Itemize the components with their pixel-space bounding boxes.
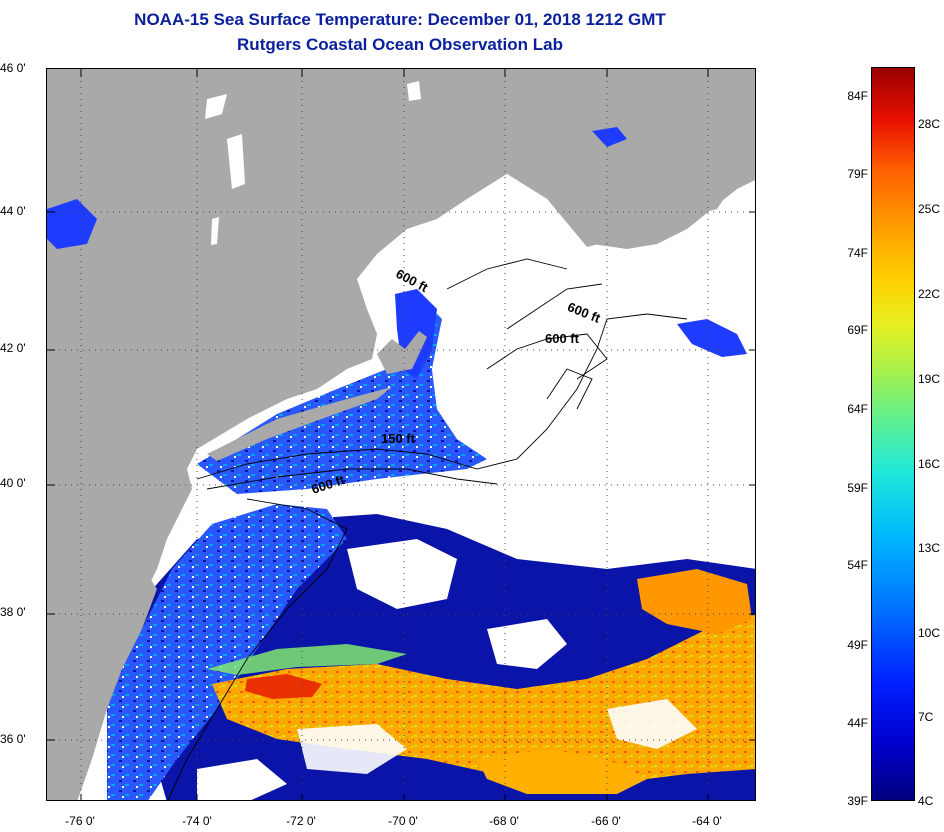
cloud-patch-2: [487, 619, 567, 669]
colorbar-label-13c: 13C: [918, 541, 941, 555]
ocean-mid-atlantic-water: [107, 504, 347, 800]
contour-label-150ft: 150 ft: [381, 431, 415, 446]
land-nova-scotia: [592, 140, 755, 249]
colorbar-label-59f: 59F: [847, 481, 868, 495]
sst-map: 600 ft 600 ft 600 ft 150 ft 600 ft: [46, 68, 756, 801]
sst-patch-bay-of-fundy: [592, 127, 627, 147]
colorbar-label-39f: 39F: [847, 794, 868, 808]
colorbar-label-64f: 64F: [847, 402, 868, 416]
colorbar-label-28c: 28C: [918, 117, 941, 131]
lake-1: [205, 94, 227, 119]
lake-2: [227, 134, 245, 189]
lon-label-64: -64 0': [692, 814, 722, 828]
land-cape-breton: [707, 110, 755, 149]
colorbar-label-79f: 79F: [847, 167, 868, 181]
axis-ticks: [47, 69, 755, 800]
lon-label-66: -66 0': [591, 814, 621, 828]
colorbar-label-10c: 10C: [918, 626, 941, 640]
lake-3: [211, 217, 219, 245]
cloud-patch-1: [347, 539, 457, 609]
cloud-patch-5: [197, 759, 287, 800]
land-cape-cod: [377, 331, 427, 374]
lat-label-42: 42 0': [0, 341, 26, 355]
contour-label-600ft-georges: 600 ft: [545, 331, 579, 346]
lon-label-76: -76 0': [65, 814, 95, 828]
lat-label-36: 36 0': [0, 732, 26, 746]
lat-label-40: 40 0': [0, 476, 26, 490]
colorbar-label-69f: 69F: [847, 323, 868, 337]
colorbar-label-22c: 22C: [918, 287, 941, 301]
map-title: NOAA-15 Sea Surface Temperature: Decembe…: [134, 10, 666, 29]
gulf-stream-hot-patch: [245, 674, 322, 699]
colorbar-label-25c: 25C: [918, 202, 941, 216]
warm-eddy-east: [637, 569, 752, 634]
graticule: [47, 69, 755, 800]
map-subtitle: Rutgers Coastal Ocean Observation Lab: [237, 35, 563, 54]
colorbar-label-4c: 4C: [918, 794, 934, 808]
warm-eddy-south: [477, 749, 647, 794]
cloud-patch-4: [607, 699, 697, 749]
colorbar-label-19c: 19C: [918, 372, 941, 386]
land-long-island: [207, 387, 392, 461]
cloud-patch-3: [297, 724, 407, 774]
colorbar-label-16c: 16C: [918, 457, 941, 471]
sst-patch-georges: [677, 319, 747, 357]
lon-label-74: -74 0': [182, 814, 212, 828]
land-delmarva: [47, 539, 157, 800]
bathymetry-contours: [167, 258, 688, 800]
green-filament: [207, 644, 407, 675]
lon-label-68: -68 0': [489, 814, 519, 828]
lat-label-46: 46 0': [0, 61, 26, 75]
temperature-colorbar: [871, 67, 915, 801]
colorbar-label-74f: 74F: [847, 246, 868, 260]
gulf-of-maine-cloud: [407, 174, 755, 559]
land-northeast-us: [47, 69, 755, 689]
lake-4: [407, 81, 421, 101]
colorbar-label-84f: 84F: [847, 89, 868, 103]
colorbar-label-54f: 54F: [847, 558, 868, 572]
sst-map-graphics: [47, 69, 755, 800]
colorbar-label-7c: 7C: [918, 710, 934, 724]
lat-label-38: 38 0': [0, 605, 26, 619]
colorbar-label-49f: 49F: [847, 638, 868, 652]
lat-label-44: 44 0': [0, 204, 26, 218]
colorbar-label-44f: 44F: [847, 716, 868, 730]
lon-label-72: -72 0': [286, 814, 316, 828]
lon-label-70: -70 0': [388, 814, 418, 828]
